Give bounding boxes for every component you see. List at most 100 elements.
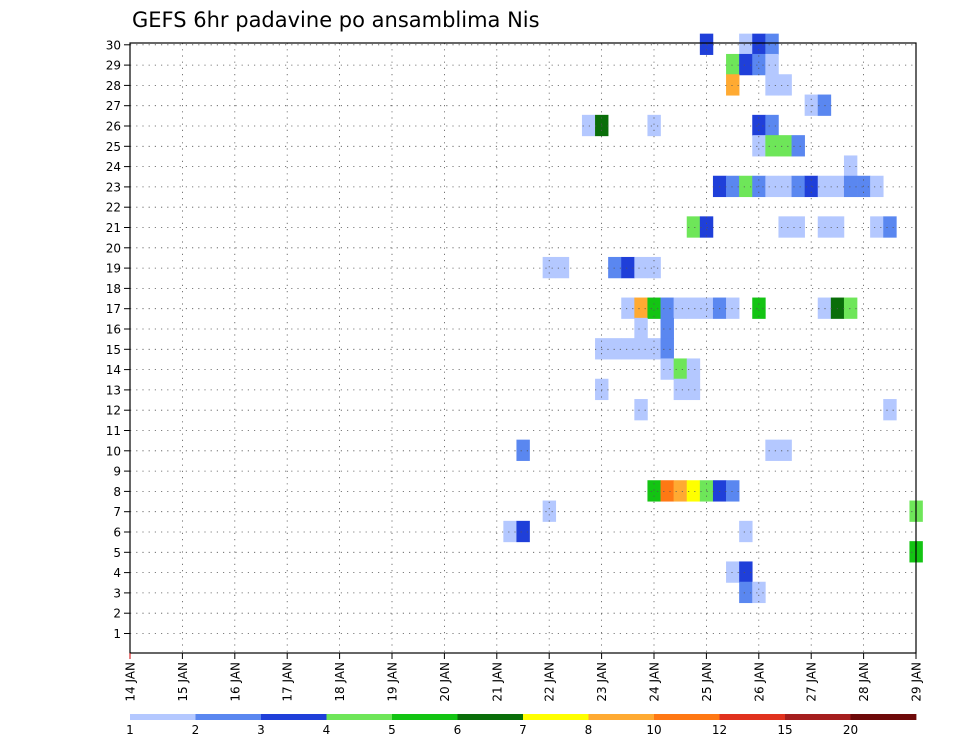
data-cell — [817, 94, 832, 116]
data-cell — [726, 53, 740, 76]
data-cell — [503, 520, 517, 543]
data-cell — [765, 33, 779, 55]
data-cell — [699, 33, 714, 55]
y-tick-label: 14 — [106, 363, 121, 377]
data-cell — [752, 53, 766, 76]
colorbar-label: 1 — [126, 723, 134, 737]
x-tick-label: 26 JAN — [752, 662, 766, 702]
y-tick-label: 26 — [106, 120, 121, 134]
x-tick-label: 19 JAN — [386, 662, 400, 702]
x-tick-label: 29 JAN — [910, 662, 924, 702]
data-cell — [739, 581, 753, 604]
data-cell — [752, 297, 766, 319]
data-cell — [739, 33, 753, 55]
data-cell — [778, 74, 792, 96]
data-cell — [608, 256, 622, 279]
data-cell — [830, 297, 845, 319]
data-cell — [817, 175, 832, 198]
data-cell — [595, 378, 609, 401]
data-cell — [739, 520, 753, 543]
y-tick-label: 20 — [106, 241, 121, 255]
x-tick-label: 14 JAN — [124, 662, 138, 702]
colorbar-segment — [392, 714, 458, 720]
data-cell — [752, 135, 766, 157]
y-tick-label: 3 — [113, 586, 121, 600]
colorbar-label: 3 — [257, 723, 265, 737]
y-tick-label: 4 — [113, 566, 121, 580]
colorbar-label: 8 — [585, 723, 593, 737]
data-cell — [726, 480, 740, 502]
data-cell — [621, 297, 635, 319]
x-tick-label: 21 JAN — [490, 662, 504, 702]
x-tick-label: 22 JAN — [543, 662, 557, 702]
data-cell — [634, 256, 648, 279]
data-cell — [883, 399, 897, 421]
data-cell — [660, 317, 674, 340]
y-tick-label: 21 — [106, 221, 121, 235]
y-tick-label: 9 — [113, 465, 121, 479]
x-tick-label: 18 JAN — [333, 662, 347, 702]
x-tick-label: 15 JAN — [176, 662, 190, 702]
x-tick-label: 27 JAN — [805, 662, 819, 702]
data-cell — [686, 480, 701, 502]
data-cell — [883, 216, 897, 238]
x-tick-label: 23 JAN — [595, 662, 609, 702]
colorbar-label: 12 — [712, 723, 727, 737]
data-cell — [686, 297, 701, 319]
chart-title: GEFS 6hr padavine po ansamblima Nis — [132, 8, 540, 32]
y-tick-label: 10 — [106, 444, 121, 458]
data-cell — [673, 378, 688, 401]
data-cell — [843, 297, 858, 319]
data-cell — [726, 297, 740, 319]
x-tick-label: 24 JAN — [648, 662, 662, 702]
data-cell — [647, 338, 661, 360]
data-cell — [739, 175, 753, 198]
data-cell — [581, 114, 596, 137]
colorbar-segment — [326, 714, 393, 720]
data-cell — [555, 256, 570, 279]
data-cell — [870, 216, 884, 238]
data-cell — [765, 114, 779, 137]
x-tick-label: 16 JAN — [228, 662, 242, 702]
data-cell — [726, 74, 740, 96]
y-tick-label: 1 — [113, 627, 121, 641]
data-cell — [647, 297, 661, 319]
data-cell — [516, 520, 530, 543]
colorbar-label: 6 — [454, 723, 462, 737]
y-axis: 1234567891011121314151617181920212223242… — [106, 38, 130, 641]
data-cell — [542, 500, 557, 522]
x-axis: 14 JAN 15 JAN 16 JAN 17 JAN 18 JAN 19 JAN 20 J… — [124, 653, 924, 702]
data-cell — [660, 338, 674, 360]
data-cell — [608, 338, 622, 360]
y-tick-label: 2 — [113, 607, 121, 621]
data-cell — [699, 480, 714, 502]
data-cell — [791, 216, 805, 238]
data-cell — [673, 358, 688, 380]
colorbar-segment — [195, 714, 262, 720]
colorbar-segment — [261, 714, 327, 720]
colorbar-label: 15 — [777, 723, 792, 737]
y-tick-label: 8 — [113, 485, 121, 499]
y-tick-label: 17 — [106, 302, 121, 316]
data-cell — [621, 338, 635, 360]
x-tick-label: 17 JAN — [281, 662, 295, 702]
y-tick-label: 15 — [106, 343, 121, 357]
data-cell — [791, 135, 805, 157]
plot-frame — [129, 42, 917, 654]
y-tick-label: 19 — [106, 262, 121, 276]
colorbar-segment — [654, 714, 720, 720]
colorbar-label: 4 — [323, 723, 331, 737]
y-tick-label: 25 — [106, 140, 121, 154]
data-cell — [830, 216, 845, 238]
colorbar-segment — [523, 714, 589, 720]
data-cell — [634, 399, 648, 421]
data-cell — [660, 358, 674, 380]
colorbar-segment — [457, 714, 524, 720]
data-cell — [712, 297, 727, 319]
y-tick-label: 29 — [106, 59, 121, 73]
y-tick-label: 23 — [106, 180, 121, 194]
y-tick-label: 22 — [106, 201, 121, 215]
data-cell — [752, 114, 766, 137]
x-tick-label: 20 JAN — [438, 662, 452, 702]
x-tick-label: 28 JAN — [857, 662, 871, 702]
